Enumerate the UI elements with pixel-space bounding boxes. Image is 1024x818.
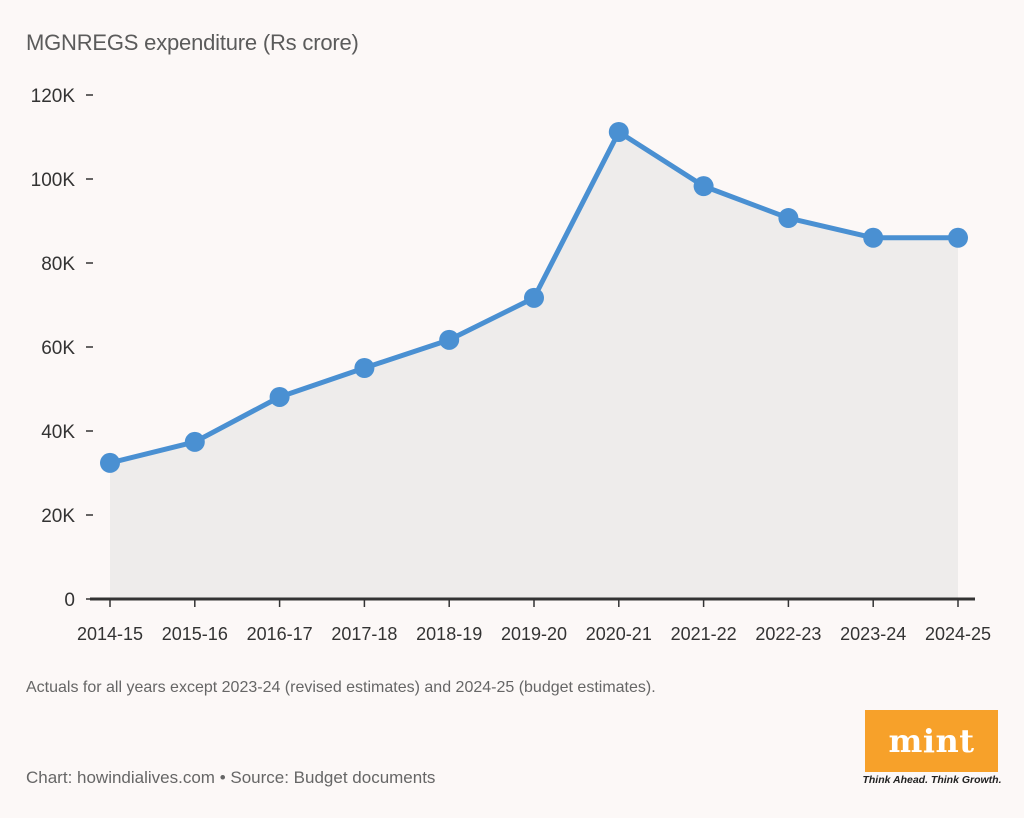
y-tick-label: 120K	[31, 86, 76, 107]
y-tick-label: 60K	[41, 338, 75, 359]
y-tick-label: 20K	[41, 506, 75, 527]
data-point	[778, 208, 799, 229]
data-point	[693, 176, 714, 197]
x-tick-label: 2024-25	[925, 624, 991, 644]
x-tick-label: 2021-22	[671, 624, 737, 644]
line-chart: 0 20K 40K 60K 80K 100K 120K 2014-15 2015-16 2016-…	[31, 86, 991, 644]
data-point	[863, 227, 884, 248]
chart-title: MGNREGS expenditure (Rs crore)	[26, 30, 359, 55]
data-point	[608, 121, 629, 142]
y-tick-label: 80K	[41, 254, 75, 275]
x-tick-label: 2018-19	[416, 624, 482, 644]
logo-text: mint	[888, 722, 975, 760]
data-point	[184, 431, 205, 452]
x-tick-label: 2014-15	[77, 624, 143, 644]
data-point	[524, 287, 544, 308]
x-tick-label: 2022-23	[755, 624, 821, 644]
x-tick-label: 2017-18	[331, 624, 397, 644]
footnote: Actuals for all years except 2023-24 (re…	[26, 679, 656, 696]
data-point	[100, 452, 120, 473]
x-tick-label: 2016-17	[247, 624, 313, 644]
mint-logo: mint	[865, 710, 998, 772]
y-tick-label: 40K	[41, 422, 75, 443]
x-tick-label: 2015-16	[162, 624, 228, 644]
y-tick-label: 100K	[31, 170, 76, 191]
source-credit: Chart: howindialives.com • Source: Budge…	[26, 768, 436, 787]
data-point	[354, 358, 375, 378]
x-tick-label: 2020-21	[586, 624, 652, 644]
data-point	[439, 329, 460, 350]
data-point	[269, 386, 290, 407]
area-fill	[110, 131, 958, 599]
logo-tagline: Think Ahead. Think Growth.	[862, 774, 1002, 786]
y-tick-label: 0	[64, 590, 75, 611]
data-point	[948, 227, 968, 248]
x-tick-label: 2023-24	[840, 624, 906, 644]
x-tick-label: 2019-20	[501, 624, 567, 644]
